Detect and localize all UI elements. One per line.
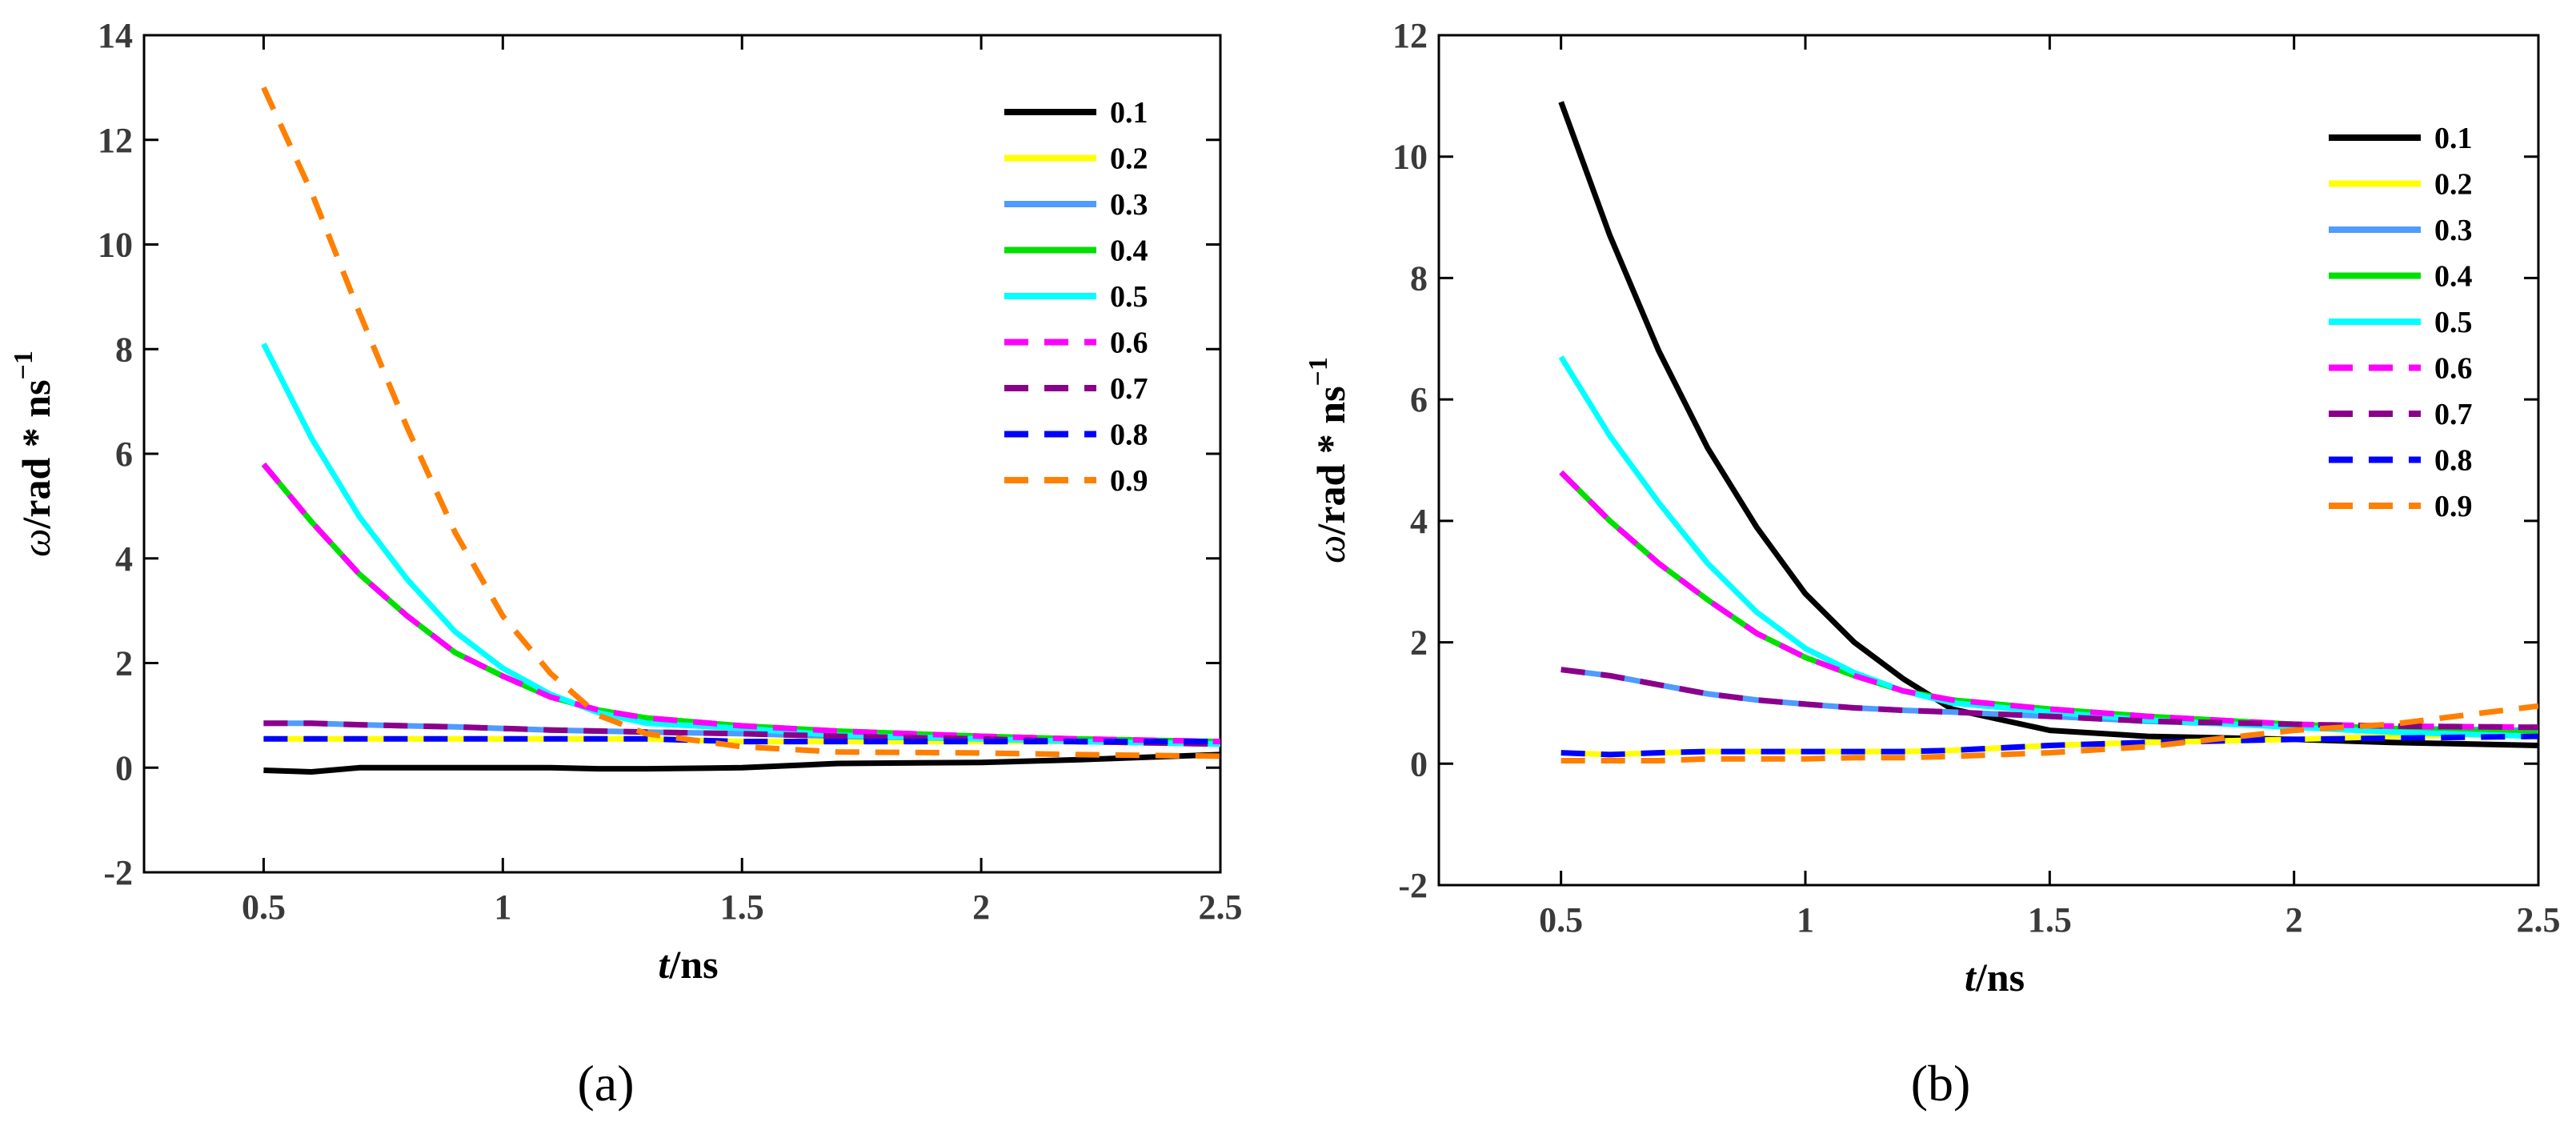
legend-label: 0.2 bbox=[2434, 168, 2473, 202]
series-line-0.5 bbox=[1558, 355, 2538, 739]
x-axis-title: t/ns bbox=[659, 942, 719, 987]
series-line-0.4 bbox=[261, 462, 1220, 745]
y-axis-variable: ω bbox=[1308, 535, 1353, 563]
series-line-0.5 bbox=[261, 343, 1220, 747]
y-tick-label: 12 bbox=[1392, 16, 1428, 55]
x-tick-label: 2.5 bbox=[2517, 900, 2561, 940]
y-axis-title: ω/rad * ns−1 bbox=[9, 351, 58, 557]
x-tick-label: 0.5 bbox=[1539, 900, 1583, 940]
series-line-0.6 bbox=[1559, 470, 2538, 731]
chart-panel-b: -2 0 2 4 6 8 10 12 0.5 1 1.5 2 2.5 0.1 0.2 0.3 0.4 0.5 0.6… bbox=[1304, 16, 2561, 1112]
legend-label: 0.8 bbox=[2434, 444, 2473, 478]
x-tick-label: 2 bbox=[2286, 900, 2303, 940]
x-axis-title: t/ns bbox=[1965, 955, 2025, 1000]
y-axis-exponent: −1 bbox=[1304, 357, 1333, 386]
legend-label: 0.5 bbox=[2434, 306, 2473, 339]
y-tick-label: 10 bbox=[1392, 138, 1428, 177]
y-axis-variable: ω bbox=[14, 529, 58, 557]
series-line-0.7 bbox=[1560, 667, 2538, 731]
series-line-0.9 bbox=[261, 86, 1220, 759]
legend-label: 0.9 bbox=[2434, 490, 2473, 523]
legend-label: 0.6 bbox=[2434, 352, 2473, 386]
legend-label: 0.7 bbox=[2434, 398, 2473, 431]
y-tick-label: -2 bbox=[103, 853, 133, 892]
series-line-0.1 bbox=[1558, 101, 2538, 748]
legend-label: 0.8 bbox=[1110, 419, 1148, 452]
series-line-0.7 bbox=[263, 720, 1220, 747]
legend-label: 0.6 bbox=[1110, 327, 1148, 360]
x-tick-label: 1.5 bbox=[720, 888, 764, 927]
legend-label: 0.2 bbox=[1110, 142, 1148, 176]
y-tick-label: 8 bbox=[115, 330, 133, 369]
y-axis-unit: /rad * ns bbox=[1308, 386, 1353, 535]
legend-label: 0.4 bbox=[2434, 260, 2473, 294]
x-tick-label: 1 bbox=[1797, 900, 1814, 940]
chart-panel-a: -2 0 2 4 6 8 10 12 14 0.5 1 1.5 2 2.5 0.1 0.2 0.3 0.4 0.5 0… bbox=[9, 16, 1243, 1112]
y-tick-label: 2 bbox=[115, 644, 133, 683]
x-tick-label: 2.5 bbox=[1199, 888, 1243, 927]
legend-label: 0.4 bbox=[1110, 234, 1148, 268]
y-axis-exponent: −1 bbox=[9, 351, 38, 379]
y-tick-label: 0 bbox=[115, 748, 133, 787]
y-tick-label: 4 bbox=[1410, 502, 1428, 541]
panel-label: (b) bbox=[1911, 1055, 1971, 1112]
series-line-0.8 bbox=[263, 735, 1220, 745]
legend-label: 0.7 bbox=[1110, 372, 1148, 406]
y-tick-label: 4 bbox=[115, 539, 133, 579]
x-tick-label: 2 bbox=[972, 888, 990, 927]
y-tick-label: 2 bbox=[1410, 623, 1428, 663]
x-tick-label: 1 bbox=[494, 888, 511, 927]
x-tick-label: 0.5 bbox=[242, 888, 286, 927]
x-tick-label: 1.5 bbox=[2028, 900, 2072, 940]
legend-label: 0.1 bbox=[1110, 96, 1148, 130]
y-tick-label: 6 bbox=[1410, 380, 1428, 419]
legend-label: 0.1 bbox=[2434, 122, 2473, 155]
legend-label: 0.9 bbox=[1110, 464, 1148, 498]
y-axis-title: ω/rad * ns−1 bbox=[1304, 357, 1353, 563]
legend-label: 0.3 bbox=[1110, 188, 1148, 222]
x-axis-unit: /ns bbox=[1975, 955, 2025, 1000]
x-axis-unit: /ns bbox=[668, 942, 718, 987]
series-line-0.1 bbox=[263, 751, 1220, 775]
plot-area-frame bbox=[1437, 34, 2540, 887]
legend-label: 0.5 bbox=[1110, 280, 1148, 314]
series-line-0.6 bbox=[261, 462, 1220, 745]
x-axis-variable: t bbox=[1965, 955, 1977, 1000]
series-line-0.2 bbox=[1560, 730, 2538, 758]
y-tick-label: 8 bbox=[1410, 258, 1428, 298]
legend-label: 0.3 bbox=[2434, 214, 2473, 247]
y-axis-unit: /rad * ns bbox=[14, 379, 58, 529]
y-tick-label: 14 bbox=[98, 16, 133, 55]
y-tick-label: 10 bbox=[98, 226, 133, 265]
x-axis-variable: t bbox=[659, 942, 671, 987]
y-tick-label: 0 bbox=[1410, 744, 1428, 783]
y-tick-label: 6 bbox=[115, 435, 133, 474]
y-tick-label: 12 bbox=[98, 121, 133, 160]
series-line-0.3 bbox=[1560, 667, 2538, 734]
panel-label: (a) bbox=[577, 1055, 634, 1112]
y-tick-label: -2 bbox=[1398, 866, 1428, 905]
